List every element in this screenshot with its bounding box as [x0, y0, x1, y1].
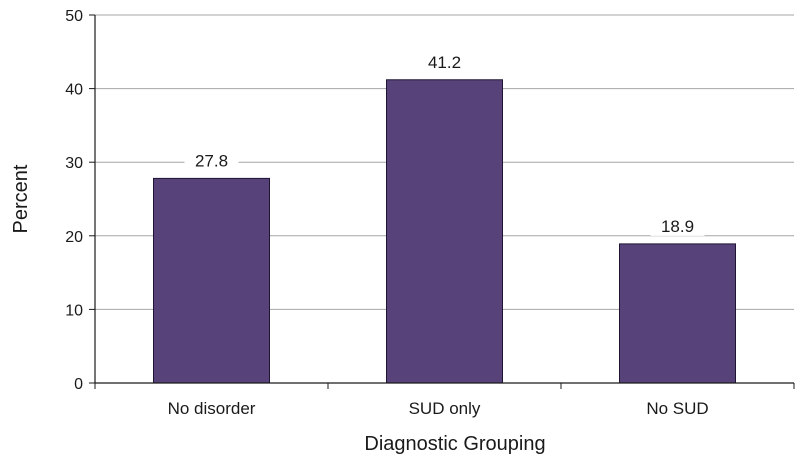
x-axis-title: Diagnostic Grouping	[364, 433, 545, 455]
data-label-backdrop	[184, 148, 239, 171]
category-label: No SUD	[646, 399, 708, 418]
y-tick-label: 0	[74, 376, 83, 393]
y-tick-labels: 0 10 20 30 40 50	[65, 8, 83, 393]
data-labels: 27.8 41.2 18.9	[184, 49, 705, 236]
bars	[153, 79, 736, 384]
bar-no-disorder	[153, 177, 270, 384]
data-label-backdrop	[650, 213, 705, 236]
y-tick-label: 50	[65, 8, 83, 25]
data-label: 27.8	[195, 151, 228, 170]
bar-no-sud	[619, 243, 736, 384]
y-tick-label: 10	[65, 302, 83, 319]
axes	[89, 14, 795, 389]
category-labels: No disorder SUD only No SUD	[168, 399, 709, 418]
y-tick-label: 40	[65, 82, 83, 99]
category-label: SUD only	[409, 399, 481, 418]
bar-sud-only	[386, 79, 503, 384]
category-label: No disorder	[168, 399, 256, 418]
y-axis-title: Percent	[10, 164, 32, 233]
data-label: 41.2	[428, 53, 461, 72]
y-tick-label: 30	[65, 155, 83, 172]
data-label-backdrop	[417, 49, 472, 72]
y-tick-label: 20	[65, 229, 83, 246]
data-label: 18.9	[661, 217, 694, 236]
